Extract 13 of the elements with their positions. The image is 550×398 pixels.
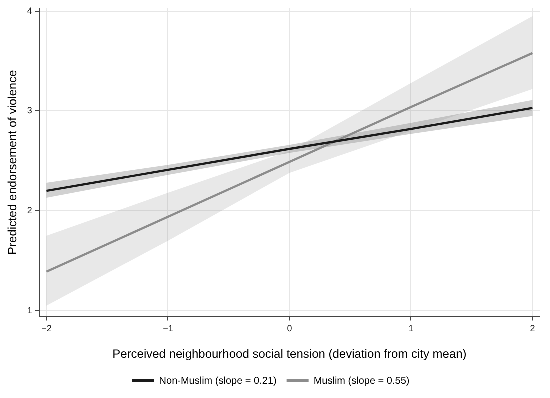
y-tick-label: 3 [27, 106, 32, 116]
y-tick-label: 2 [27, 205, 32, 216]
x-tick-label: −2 [42, 324, 52, 334]
x-tick-label: 1 [408, 324, 414, 334]
y-tick-label: 1 [27, 305, 32, 316]
x-tick-label: 2 [530, 324, 536, 334]
legend-label: Non-Muslim (slope = 0.21) [159, 376, 277, 387]
legend-label: Muslim (slope = 0.55) [314, 376, 410, 387]
y-axis-title: Predicted endorsement of violence [6, 70, 20, 255]
x-tick-label: −1 [163, 324, 174, 334]
y-tick-label: 4 [27, 6, 32, 16]
x-axis-title: Perceived neighbourhood social tension (deviation from city mean) [112, 347, 467, 362]
x-tick-label: 0 [287, 324, 292, 334]
